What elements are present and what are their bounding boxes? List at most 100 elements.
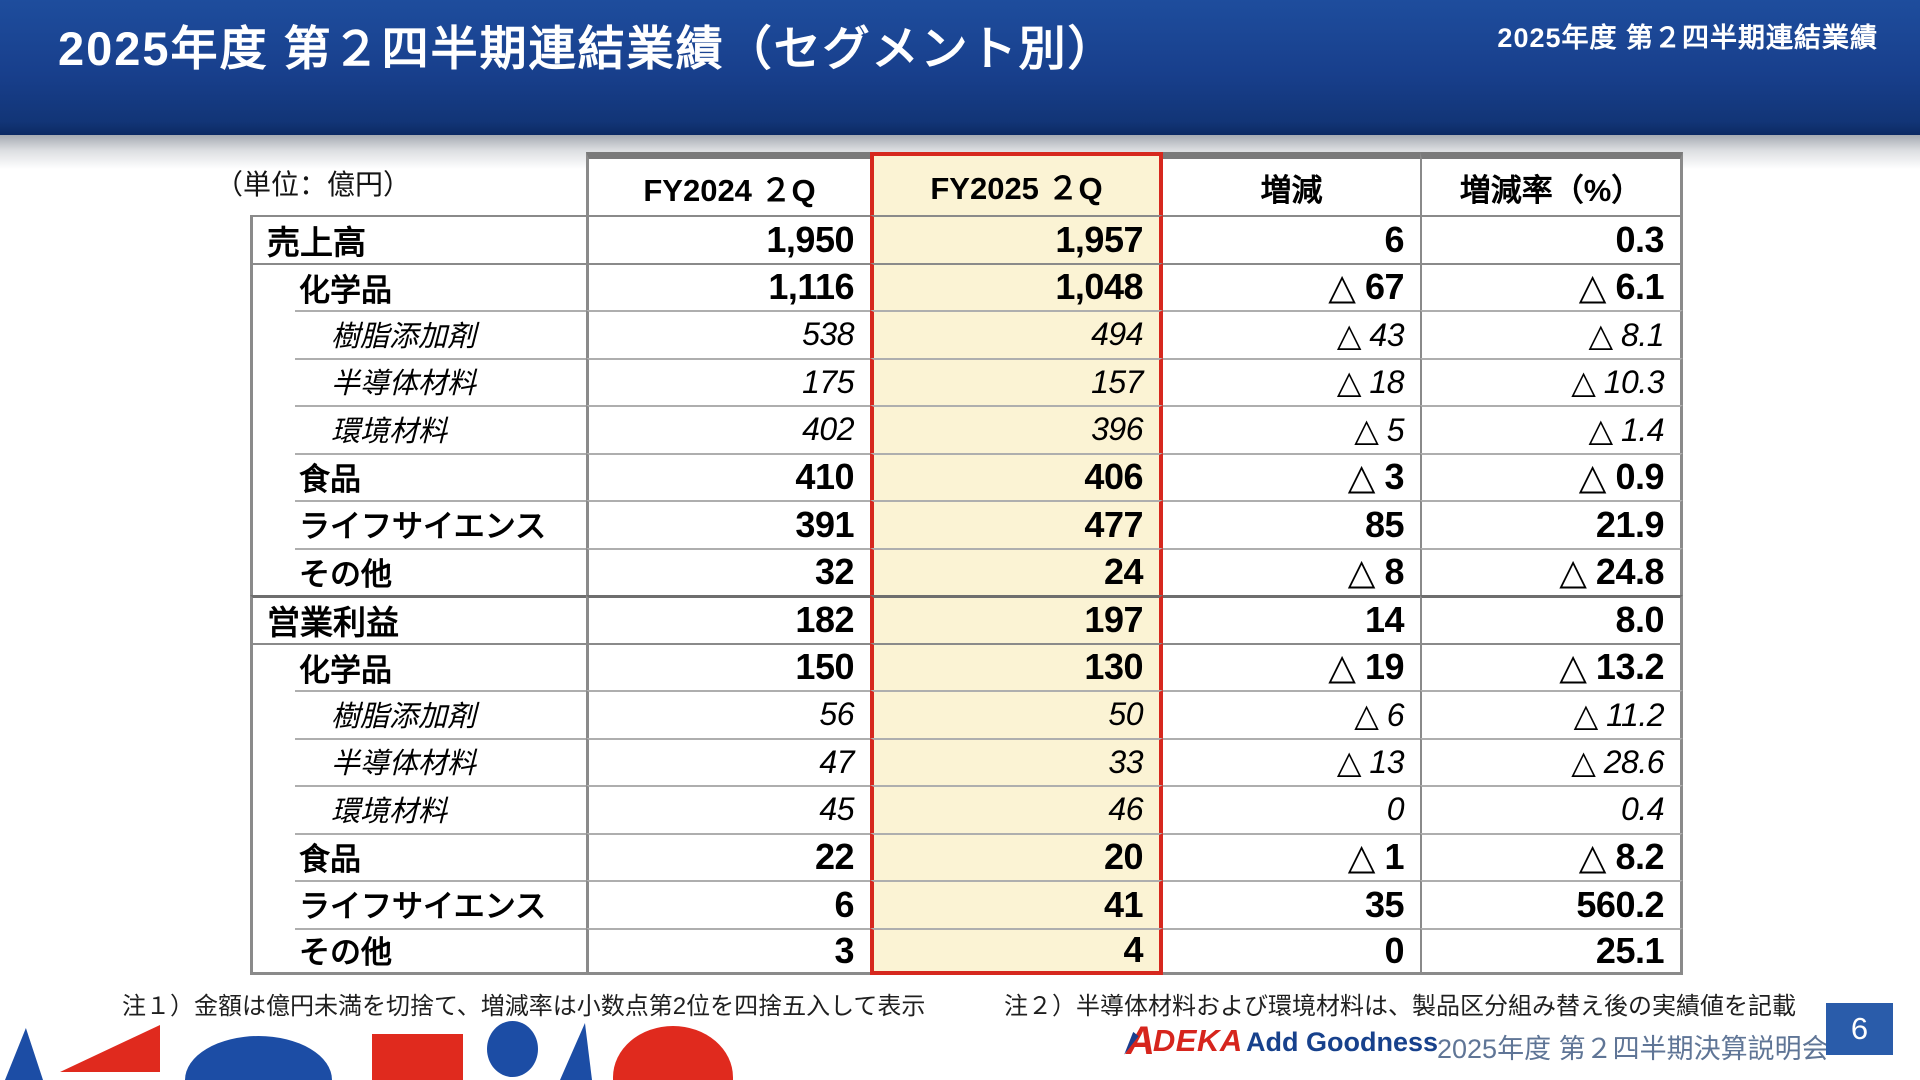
cell-fy2025: 46 xyxy=(870,785,1163,833)
cell-change-rate: 25.1 xyxy=(1420,927,1683,975)
cell-fy2025: 20 xyxy=(870,832,1163,880)
row-label: 化学品 xyxy=(299,652,392,688)
cell-fy2024: 150 xyxy=(586,642,870,690)
cell-fy2024: 182 xyxy=(586,595,870,643)
row-label: ライフサイエンス xyxy=(299,889,547,925)
column-header-change: 増減 xyxy=(1163,152,1420,215)
row-label: 化学品 xyxy=(299,272,392,308)
cell-fy2025: 197 xyxy=(870,595,1163,643)
cell-change: △ 67 xyxy=(1163,262,1420,310)
deco-blue-ellipse xyxy=(487,1021,538,1077)
row-label: 樹脂添加剤 xyxy=(331,320,477,353)
row-label: 売上高 xyxy=(267,223,366,261)
decorative-shapes-strip xyxy=(0,1018,760,1080)
cell-change: △ 5 xyxy=(1163,405,1420,453)
deco-blue-sliver xyxy=(560,1023,592,1080)
cell-change: △ 18 xyxy=(1163,357,1420,405)
column-header-spacer xyxy=(250,152,586,215)
cell-fy2024: 32 xyxy=(586,547,870,595)
cell-fy2024: 22 xyxy=(586,832,870,880)
cell-fy2025: 157 xyxy=(870,357,1163,405)
cell-fy2024: 1,950 xyxy=(586,215,870,263)
cell-change-rate: △ 8.1 xyxy=(1420,310,1683,358)
cell-change-rate: △ 10.3 xyxy=(1420,357,1683,405)
page-number-badge: 6 xyxy=(1826,1003,1893,1055)
row-label: ライフサイエンス xyxy=(299,509,547,545)
cell-change: △ 3 xyxy=(1163,452,1420,500)
cell-fy2025: 41 xyxy=(870,880,1163,928)
cell-change-rate: △ 13.2 xyxy=(1420,642,1683,690)
cell-fy2025: 1,957 xyxy=(870,215,1163,263)
cell-fy2025: 1,048 xyxy=(870,262,1163,310)
row-label: その他 xyxy=(299,935,392,971)
cell-change: 85 xyxy=(1163,500,1420,548)
cell-change-rate: 8.0 xyxy=(1420,595,1683,643)
row-label: 半導体材料 xyxy=(331,748,477,781)
footnote-1: 注１）金額は億円未満を切捨て、増減率は小数点第2位を四捨五入して表示 xyxy=(122,993,926,1020)
cell-fy2025: 4 xyxy=(870,927,1163,975)
cell-fy2025: 130 xyxy=(870,642,1163,690)
cell-fy2025: 33 xyxy=(870,737,1163,785)
cell-change-rate: △ 6.1 xyxy=(1420,262,1683,310)
row-label: 半導体材料 xyxy=(331,368,477,401)
cell-fy2024: 175 xyxy=(586,357,870,405)
cell-change-rate: △ 0.9 xyxy=(1420,452,1683,500)
cell-fy2025: 494 xyxy=(870,310,1163,358)
footnote-2: 注２）半導体材料および環境材料は、製品区分組み替え後の実績値を記載 xyxy=(1004,993,1796,1020)
cell-fy2024: 391 xyxy=(586,500,870,548)
cell-change-rate: △ 28.6 xyxy=(1420,737,1683,785)
adeka-logo: A DEKA xyxy=(1126,1020,1243,1062)
cell-change: △ 19 xyxy=(1163,642,1420,690)
cell-change: △ 8 xyxy=(1163,547,1420,595)
title-bar: 2025年度 第２四半期連結業績（セグメント別） 2025年度 第２四半期連結業… xyxy=(0,0,1920,135)
cell-fy2025: 24 xyxy=(870,547,1163,595)
cell-fy2025: 50 xyxy=(870,690,1163,738)
deco-red-square xyxy=(372,1034,463,1080)
results-table: FY2024 ２Q FY2025 ２Q 増減 増減率（%） 売上高 1,950 … xyxy=(250,152,1683,975)
row-label: 樹脂添加剤 xyxy=(331,700,477,733)
deco-red-triangle xyxy=(60,1025,160,1072)
column-header-fy2024: FY2024 ２Q xyxy=(586,152,870,215)
cell-fy2024: 1,116 xyxy=(586,262,870,310)
row-label: 環境材料 xyxy=(331,795,448,828)
deco-blue-dome xyxy=(185,1036,332,1080)
cell-change: 14 xyxy=(1163,595,1420,643)
cell-change: △ 1 xyxy=(1163,832,1420,880)
cell-change-rate: 0.4 xyxy=(1420,785,1683,833)
cell-fy2024: 402 xyxy=(586,405,870,453)
row-label: 食品 xyxy=(299,841,361,877)
adeka-logo-text: DEKA xyxy=(1152,1023,1243,1058)
cell-change: △ 43 xyxy=(1163,310,1420,358)
cell-change-rate: 0.3 xyxy=(1420,215,1683,263)
cell-fy2024: 538 xyxy=(586,310,870,358)
cell-fy2025: 477 xyxy=(870,500,1163,548)
column-header-fy2025-highlighted: FY2025 ２Q xyxy=(870,152,1163,215)
cell-change-rate: △ 24.8 xyxy=(1420,547,1683,595)
cell-change-rate: △ 11.2 xyxy=(1420,690,1683,738)
cell-fy2024: 45 xyxy=(586,785,870,833)
cell-change: 0 xyxy=(1163,785,1420,833)
corner-label: 2025年度 第２四半期連結業績 xyxy=(1497,23,1878,53)
cell-change: △ 13 xyxy=(1163,737,1420,785)
cell-change-rate: △ 8.2 xyxy=(1420,832,1683,880)
row-label: 環境材料 xyxy=(331,415,448,448)
cell-change: △ 6 xyxy=(1163,690,1420,738)
unit-label: （単位：億円） xyxy=(215,169,412,200)
cell-fy2025: 406 xyxy=(870,452,1163,500)
row-label: 営業利益 xyxy=(267,604,399,642)
row-label: その他 xyxy=(299,556,392,592)
cell-fy2024: 47 xyxy=(586,737,870,785)
deco-red-dome xyxy=(613,1026,733,1080)
cell-change-rate: △ 1.4 xyxy=(1420,405,1683,453)
cell-fy2025: 396 xyxy=(870,405,1163,453)
row-label: 食品 xyxy=(299,461,361,497)
cell-change-rate: 560.2 xyxy=(1420,880,1683,928)
cell-change: 6 xyxy=(1163,215,1420,263)
cell-fy2024: 6 xyxy=(586,880,870,928)
cell-change: 35 xyxy=(1163,880,1420,928)
cell-fy2024: 56 xyxy=(586,690,870,738)
column-header-change-rate: 増減率（%） xyxy=(1420,152,1683,215)
cell-change: 0 xyxy=(1163,927,1420,975)
deco-blue-wedge xyxy=(5,1028,43,1080)
